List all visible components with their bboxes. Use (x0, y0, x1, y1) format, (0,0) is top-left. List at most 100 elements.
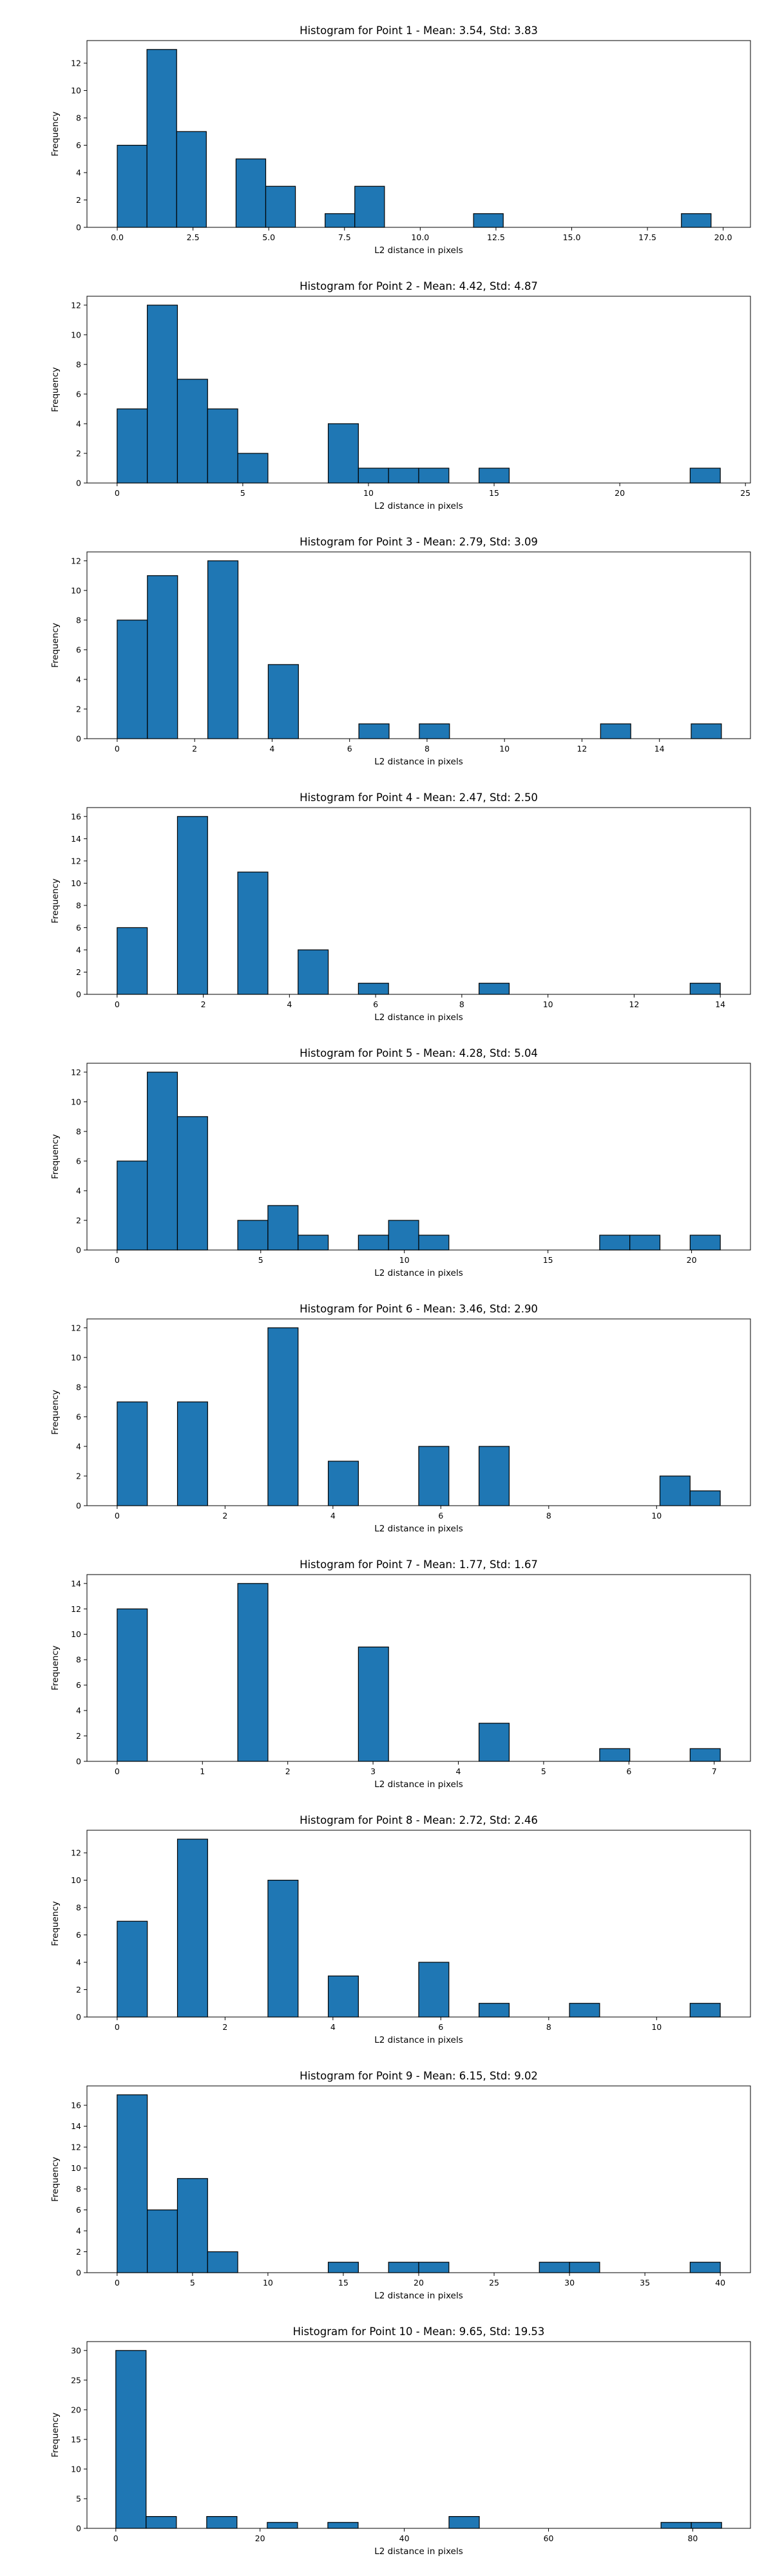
chart-title: Histogram for Point 5 - Mean: 4.28, Std:… (300, 1047, 538, 1059)
x-tick-label: 15.0 (563, 232, 581, 242)
histogram-bar (689, 468, 721, 484)
x-tick-label: 7 (712, 1766, 717, 1776)
histogram-bar (146, 2515, 177, 2529)
x-tick-label: 2 (222, 1511, 227, 1520)
x-tick-label: 5 (190, 2278, 195, 2287)
x-tick-label: 4 (456, 1766, 461, 1776)
y-tick-label: 10 (71, 2464, 81, 2474)
histogram-bar (689, 1235, 721, 1251)
x-tick-label: 4 (269, 744, 274, 753)
y-tick-label: 12 (71, 2143, 81, 2152)
y-tick-label: 12 (71, 556, 81, 565)
x-tick-label: 20 (255, 2533, 265, 2543)
x-axis-label: L2 distance in pixels (374, 757, 463, 767)
x-tick-label: 7.5 (338, 232, 351, 242)
x-tick-label: 0 (115, 999, 120, 1009)
chart-title: Histogram for Point 1 - Mean: 3.54, Std:… (300, 24, 538, 37)
histogram-bar (358, 723, 390, 739)
y-tick-label: 8 (76, 1382, 81, 1392)
x-tick-label: 8 (546, 2022, 551, 2032)
y-tick-label: 8 (76, 900, 81, 910)
y-tick-label: 25 (71, 2375, 81, 2385)
x-tick-label: 10 (651, 1511, 662, 1520)
x-tick-label: 15 (338, 2278, 348, 2287)
histogram-panel-1: Histogram for Point 1 - Mean: 3.54, Std:… (50, 24, 751, 256)
x-tick-label: 20 (615, 488, 625, 498)
y-tick-label: 6 (76, 1680, 81, 1690)
histogram-bar (117, 1608, 148, 1762)
x-tick-label: 1 (200, 1766, 205, 1776)
x-tick-label: 5 (258, 1255, 263, 1265)
y-tick-label: 2 (76, 1731, 81, 1741)
histogram-bar (147, 305, 178, 484)
histogram-bar (418, 2262, 450, 2273)
x-tick-label: 6 (438, 2022, 443, 2032)
chart-title: Histogram for Point 4 - Mean: 2.47, Std:… (300, 791, 538, 804)
x-axis-label: L2 distance in pixels (374, 1012, 463, 1023)
histogram-bar (600, 723, 631, 739)
y-tick-label: 20 (71, 2405, 81, 2414)
y-tick-label: 4 (76, 945, 81, 954)
histogram-panel-5: Histogram for Point 5 - Mean: 4.28, Std:… (50, 1047, 751, 1278)
axes-frame (86, 1318, 751, 1506)
histogram-bar (117, 1401, 148, 1506)
x-tick-label: 10 (499, 744, 510, 753)
histogram-bar (479, 983, 510, 995)
y-tick-label: 12 (71, 1848, 81, 1858)
histogram-bar (479, 2003, 510, 2018)
x-tick-label: 6 (347, 744, 352, 753)
histogram-bar (689, 983, 721, 995)
axes-frame (86, 2341, 751, 2529)
x-axis-label: L2 distance in pixels (374, 1268, 463, 1278)
y-tick-label: 4 (76, 1441, 81, 1451)
y-axis-label: Frequency (50, 623, 61, 668)
histogram-bar (388, 2262, 419, 2273)
y-tick-label: 8 (76, 2184, 81, 2194)
y-axis-label: Frequency (50, 367, 61, 412)
histogram-bar (388, 468, 419, 484)
histogram-bar (206, 2515, 238, 2529)
histogram-bar (419, 723, 450, 739)
y-tick-label: 0 (76, 478, 81, 488)
y-tick-label: 2 (76, 704, 81, 714)
histogram-bar (689, 1490, 721, 1506)
histogram-panel-2: Histogram for Point 2 - Mean: 4.42, Std:… (50, 280, 751, 511)
x-tick-label: 25 (740, 488, 750, 498)
x-tick-label: 5 (240, 488, 245, 498)
histogram-bar (325, 213, 356, 228)
histogram-bar (117, 927, 148, 995)
histogram-bar (147, 1072, 178, 1251)
axes-frame (86, 551, 751, 739)
histogram-bar (327, 2522, 359, 2529)
histogram-bar (298, 949, 329, 995)
y-tick-label: 15 (71, 2434, 81, 2444)
histogram-panel-3: Histogram for Point 3 - Mean: 2.79, Std:… (50, 536, 751, 767)
y-tick-label: 14 (71, 2121, 81, 2131)
histogram-panel-7: Histogram for Point 7 - Mean: 1.77, Std:… (50, 1558, 751, 1790)
histogram-bar (298, 1235, 329, 1251)
x-tick-label: 2 (201, 999, 206, 1009)
histogram-bar (358, 468, 389, 484)
histogram-bar (473, 213, 504, 228)
chart-title: Histogram for Point 9 - Mean: 6.15, Std:… (300, 2070, 538, 2082)
x-tick-label: 8 (546, 1511, 551, 1520)
histogram-bar (267, 2522, 298, 2529)
x-tick-label: 14 (654, 744, 665, 753)
x-axis-label: L2 distance in pixels (374, 1779, 463, 1790)
axes-frame (86, 807, 751, 995)
y-axis-label: Frequency (50, 1901, 61, 1946)
x-tick-label: 2 (285, 1766, 291, 1776)
histogram-bar (681, 213, 712, 228)
y-tick-label: 6 (76, 389, 81, 399)
y-tick-label: 6 (76, 1930, 81, 1940)
y-tick-label: 0 (76, 1757, 81, 1766)
histogram-panel-10: Histogram for Point 10 - Mean: 9.65, Std… (50, 2325, 751, 2557)
x-axis-label: L2 distance in pixels (374, 2291, 463, 2301)
histogram-bar (267, 1327, 299, 1506)
y-axis-label: Frequency (50, 2157, 61, 2202)
histogram-bar (539, 2262, 570, 2273)
histogram-bar (147, 2209, 178, 2273)
x-tick-label: 0 (115, 2022, 120, 2032)
histogram-panel-6: Histogram for Point 6 - Mean: 3.46, Std:… (50, 1303, 751, 1534)
y-tick-label: 2 (76, 1215, 81, 1225)
